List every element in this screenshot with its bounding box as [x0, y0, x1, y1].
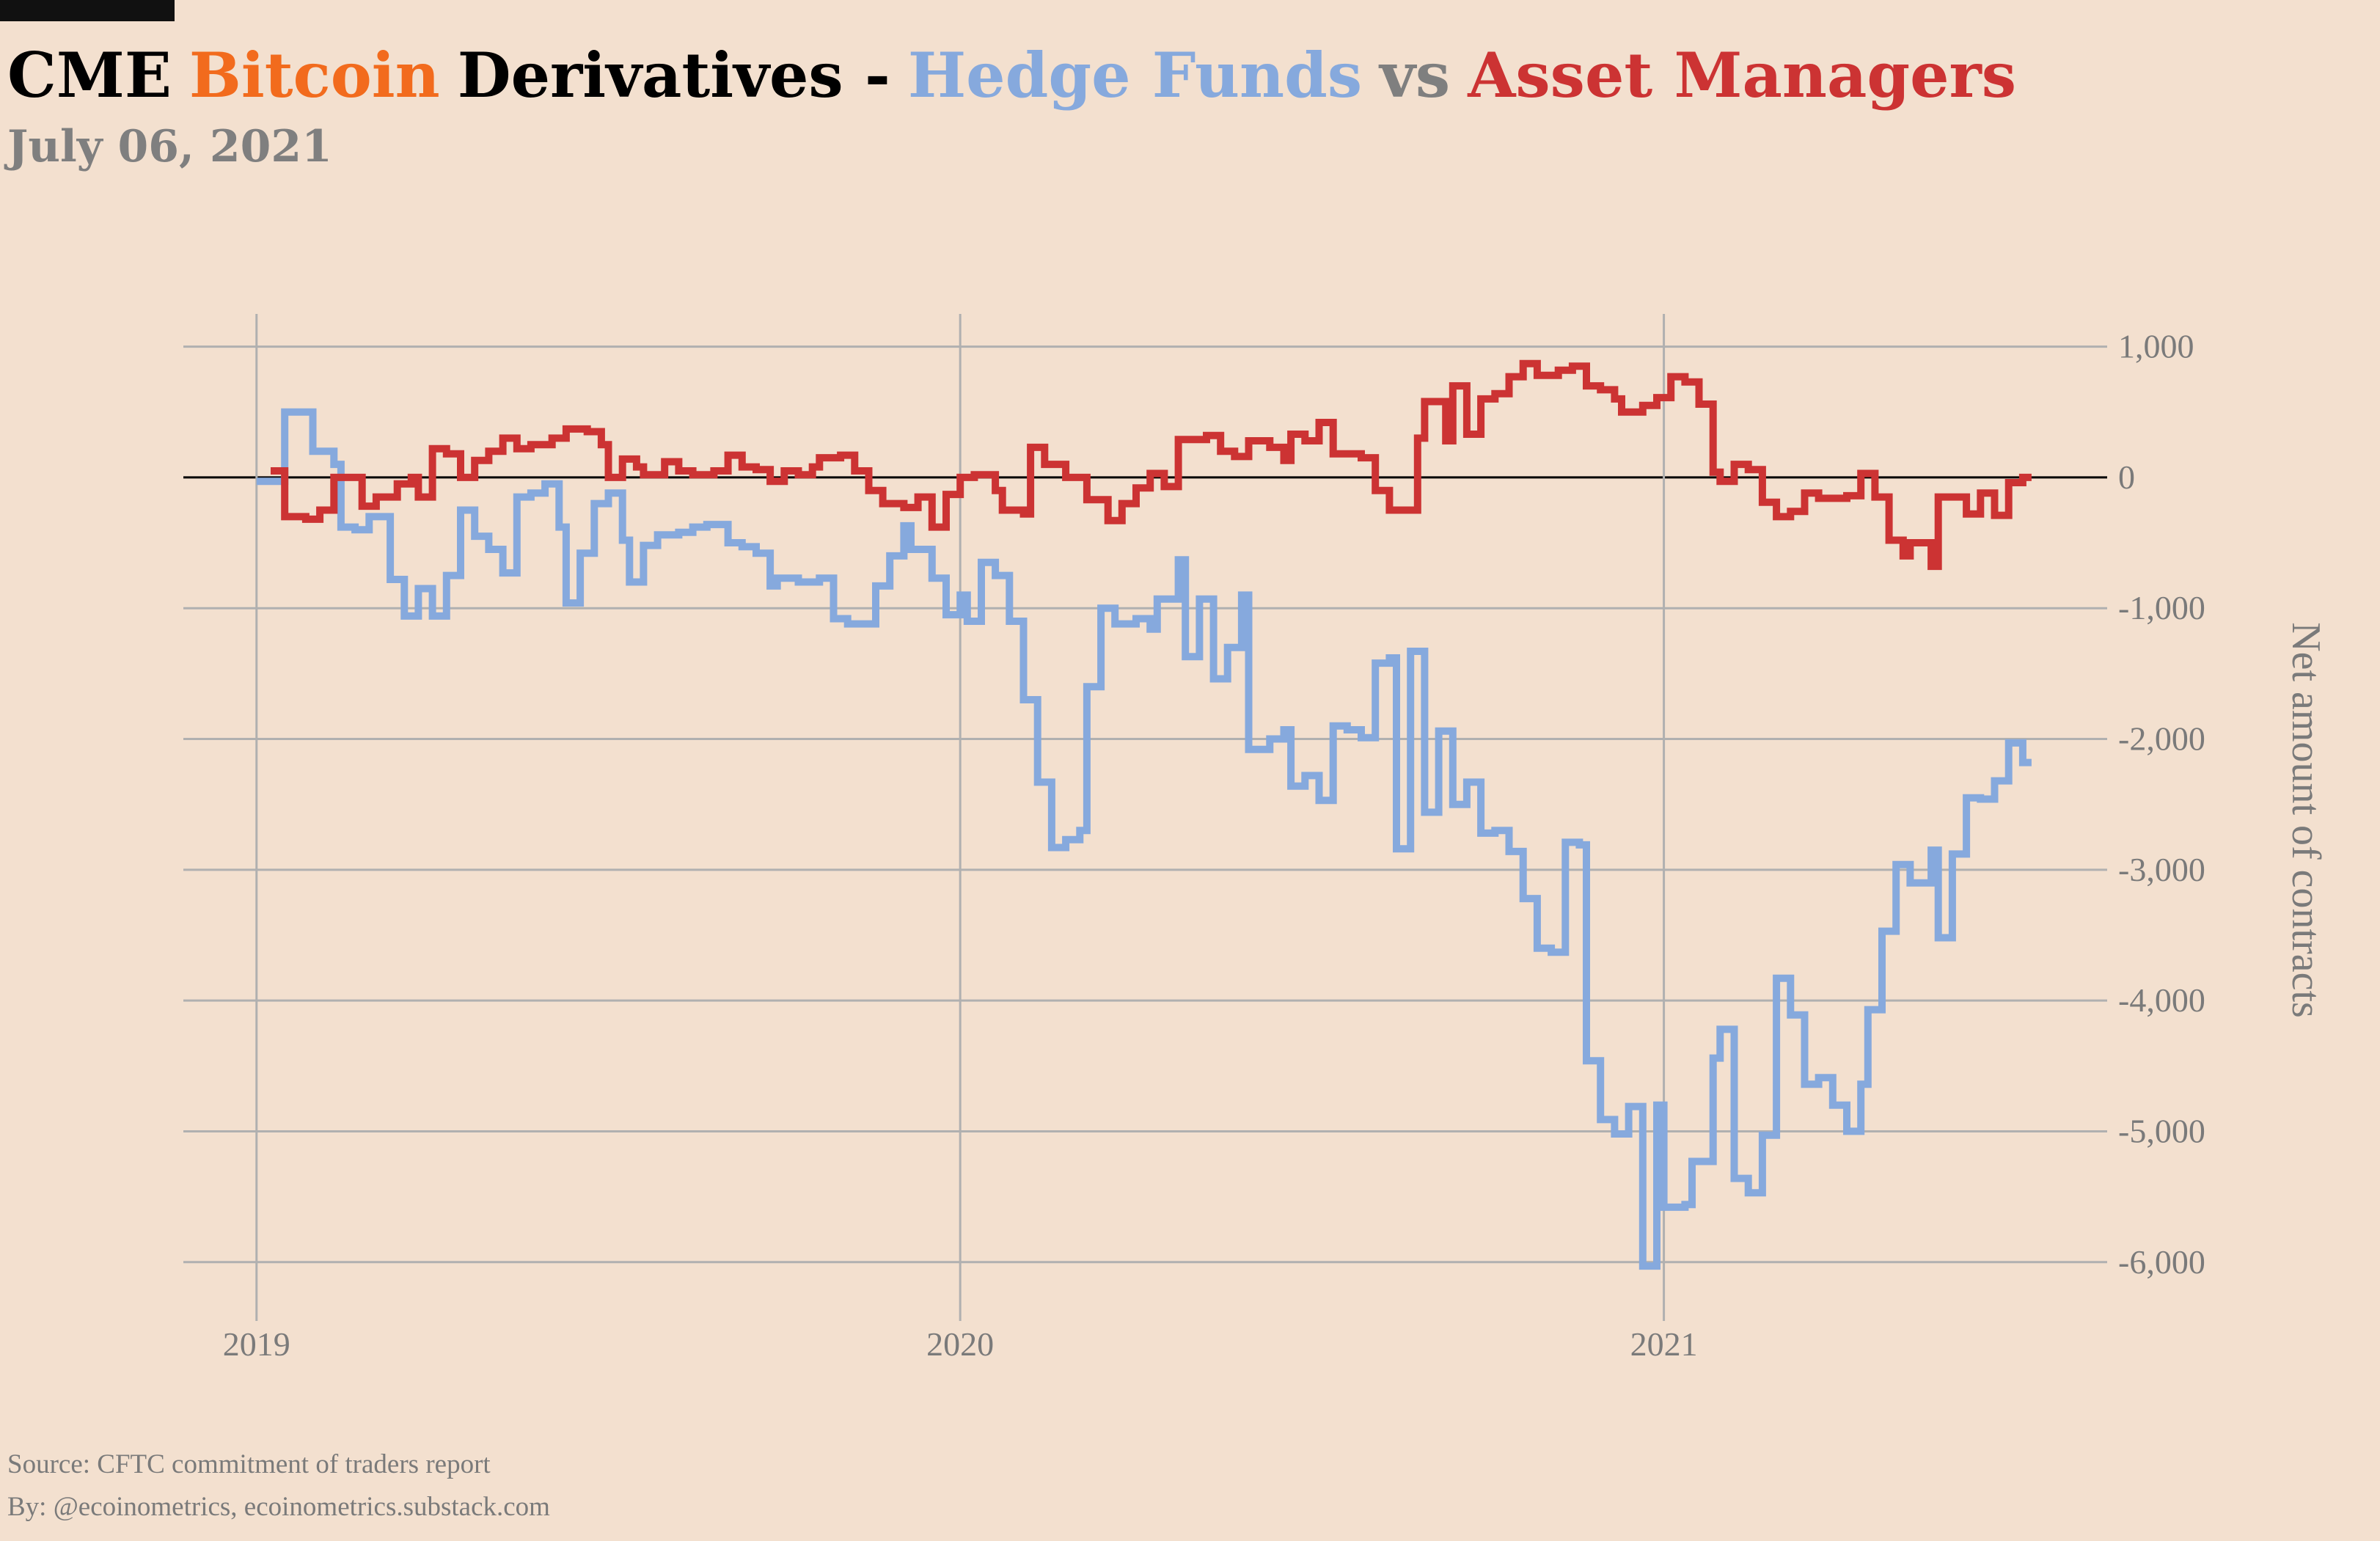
byline: By: @ecoinometrics, ecoinometrics.substa… [7, 1492, 550, 1522]
y-tick-label: -1,000 [2118, 589, 2205, 626]
x-tick-label: 2020 [926, 1325, 994, 1363]
title-part: vs [1378, 39, 1450, 111]
title-part: Hedge Funds [908, 39, 1362, 111]
y-tick-label: 1,000 [2118, 328, 2194, 365]
title-part: Asset Managers [1467, 39, 2016, 111]
y-tick-label: 0 [2118, 458, 2135, 496]
y-tick-label: -4,000 [2118, 981, 2205, 1019]
y-tick-label: -3,000 [2118, 851, 2205, 888]
title-part: CME [7, 39, 172, 111]
x-tick-label: 2021 [1630, 1325, 1698, 1363]
series-line [256, 408, 2032, 1270]
source-note: Source: CFTC commitment of traders repor… [7, 1449, 491, 1479]
x-tick-label: 2019 [223, 1325, 290, 1363]
chart-subtitle: July 06, 2021 [4, 121, 332, 172]
title-part: Derivatives - [458, 39, 890, 111]
y-axis-label: Net amount of contracts [2283, 622, 2329, 1018]
series-line [271, 359, 2032, 571]
y-tick-label: -2,000 [2118, 720, 2205, 758]
chart-title: CME Bitcoin Derivatives - Hedge Funds vs Asse… [7, 39, 2016, 111]
y-tick-label: -5,000 [2118, 1112, 2205, 1149]
brand-bar [0, 0, 175, 21]
y-tick-label: -6,000 [2118, 1243, 2205, 1281]
title-part: Bitcoin [189, 39, 440, 111]
